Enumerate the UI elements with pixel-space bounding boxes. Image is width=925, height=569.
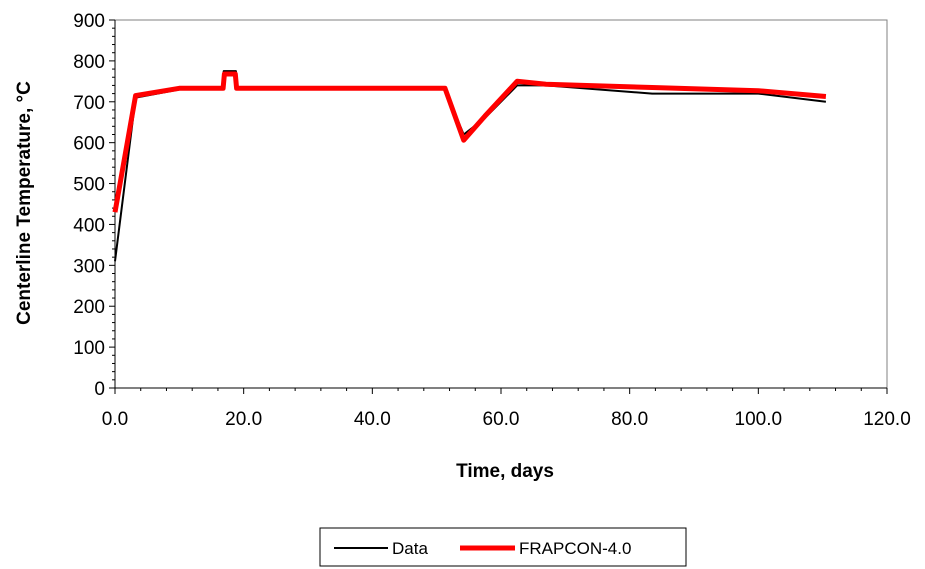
y-tick-label: 600 xyxy=(73,134,105,155)
y-tick-label: 300 xyxy=(73,256,105,277)
x-tick-label: 0.0 xyxy=(102,409,128,430)
y-tick-label: 700 xyxy=(73,93,105,114)
y-tick-label: 400 xyxy=(73,215,105,236)
legend-label-frapcon: FRAPCON-4.0 xyxy=(519,539,631,558)
y-axis-title: Centerline Temperature, °C xyxy=(14,81,35,325)
x-tick-label: 100.0 xyxy=(735,409,783,430)
y-tick-label: 500 xyxy=(73,175,105,196)
y-tick-label: 0 xyxy=(94,379,105,400)
y-tick-label: 800 xyxy=(73,52,105,73)
legend: Data FRAPCON-4.0 xyxy=(319,527,687,567)
series-line-frapcon xyxy=(112,71,827,213)
x-tick-label: 120.0 xyxy=(863,409,911,430)
x-tick-label: 80.0 xyxy=(611,409,648,430)
legend-label-data: Data xyxy=(392,539,428,558)
x-axis: 0.0 20.0 40.0 60.0 80.0 100.0 120.0 xyxy=(102,387,911,430)
x-tick-label: 20.0 xyxy=(225,409,262,430)
x-tick-label: 60.0 xyxy=(483,409,520,430)
y-tick-label: 200 xyxy=(73,297,105,318)
y-tick-label: 100 xyxy=(73,338,105,359)
x-tick-label: 40.0 xyxy=(354,409,391,430)
x-axis-title: Time, days xyxy=(456,461,554,482)
y-axis: 0 100 200 300 400 500 600 700 800 900 xyxy=(73,11,116,400)
plot-area xyxy=(114,19,888,389)
y-tick-label: 900 xyxy=(73,11,105,32)
series-layer xyxy=(112,70,827,262)
